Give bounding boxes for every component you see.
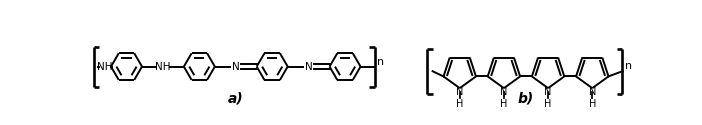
Text: NH: NH bbox=[155, 62, 171, 72]
Text: H: H bbox=[456, 99, 463, 109]
Text: NH: NH bbox=[98, 62, 113, 72]
Text: H: H bbox=[501, 99, 508, 109]
Text: N: N bbox=[501, 87, 508, 97]
Text: N: N bbox=[232, 62, 239, 72]
Text: N: N bbox=[588, 87, 596, 97]
Text: a): a) bbox=[228, 91, 244, 105]
Text: N: N bbox=[545, 87, 552, 97]
Text: N: N bbox=[305, 62, 312, 72]
Text: n: n bbox=[377, 57, 384, 67]
Text: H: H bbox=[545, 99, 552, 109]
Text: n: n bbox=[625, 61, 632, 71]
Text: N: N bbox=[456, 87, 463, 97]
Text: H: H bbox=[588, 99, 596, 109]
Text: b): b) bbox=[518, 91, 534, 105]
